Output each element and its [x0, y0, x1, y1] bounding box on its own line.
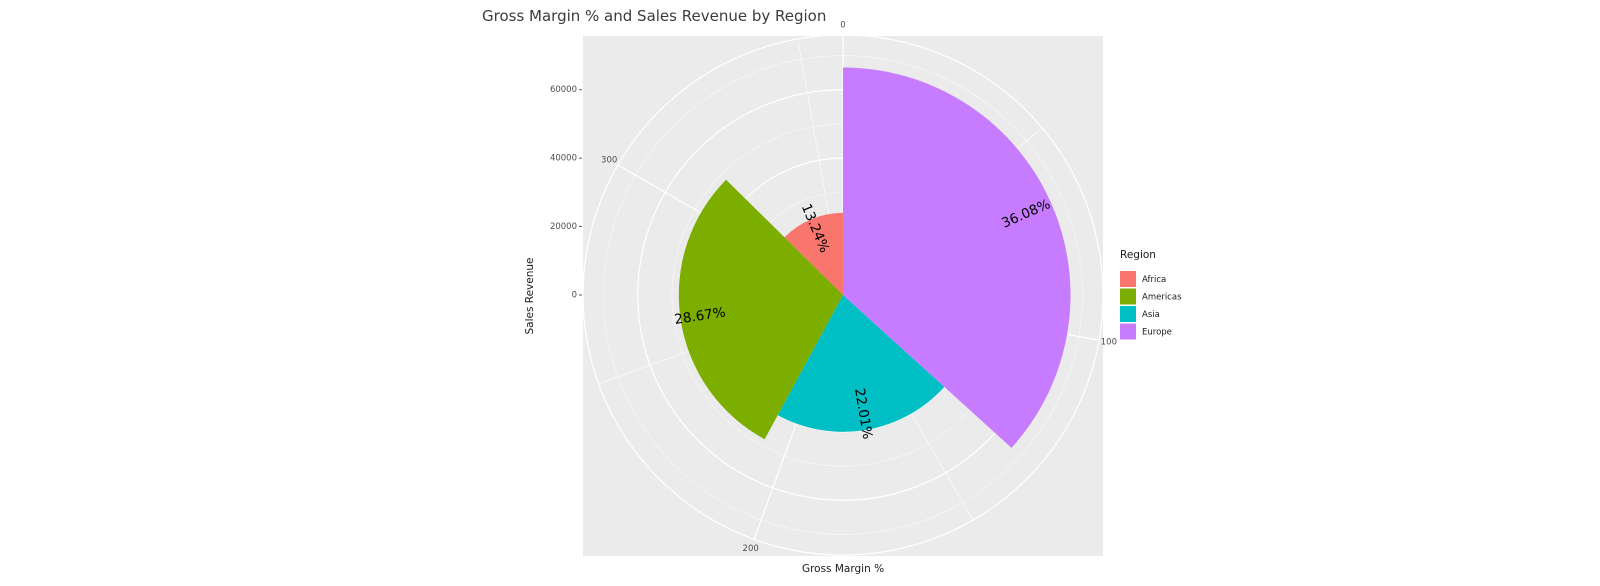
- slice-africa[interactable]: [784, 212, 843, 295]
- theta-tick-label: 300: [601, 156, 617, 166]
- r-tick-label: 20000: [550, 222, 577, 232]
- slice-label-americas: 28.67%: [673, 305, 726, 328]
- chart-title: Gross Margin % and Sales Revenue by Regi…: [482, 7, 827, 25]
- legend-label-asia: Asia: [1142, 310, 1160, 320]
- legend-swatch-europe: [1120, 323, 1136, 340]
- legend-label-americas: Americas: [1142, 293, 1182, 303]
- slice-europe[interactable]: [843, 67, 1071, 448]
- theta-tick-label: 0: [840, 21, 845, 31]
- legend-label-africa: Africa: [1142, 275, 1166, 285]
- legend-title: Region: [1120, 249, 1156, 261]
- x-axis-title: Gross Margin %: [802, 563, 884, 575]
- r-tick-label: 60000: [550, 85, 577, 95]
- y-axis-title: Sales Revenue: [524, 257, 536, 334]
- legend-label-europe: Europe: [1142, 328, 1172, 338]
- legend-swatch-africa: [1120, 271, 1136, 287]
- slice-asia[interactable]: [777, 295, 945, 432]
- legend-swatch-americas: [1120, 288, 1136, 305]
- r-tick-label: 0: [572, 291, 577, 301]
- r-tick-label: 40000: [550, 154, 577, 164]
- legend-swatch-asia: [1120, 306, 1136, 322]
- slice-americas[interactable]: [678, 179, 843, 440]
- theta-tick-label: 200: [743, 544, 759, 554]
- theta-tick-label: 100: [1101, 337, 1117, 347]
